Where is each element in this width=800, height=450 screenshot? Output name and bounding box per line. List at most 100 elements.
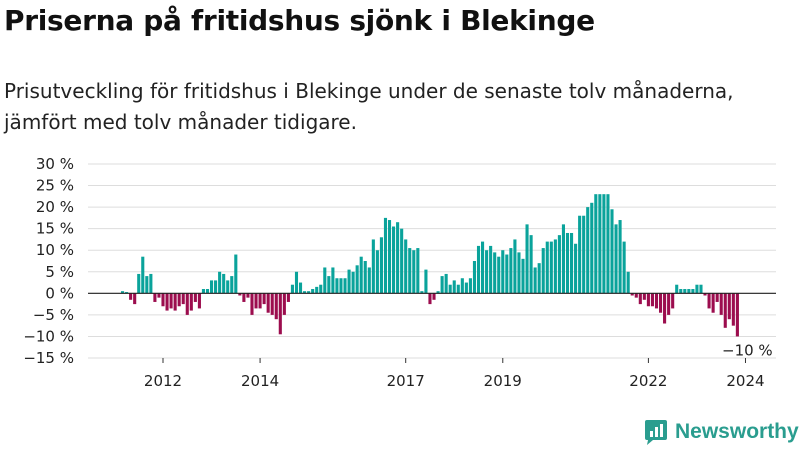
bar [266, 293, 270, 313]
bar [165, 293, 169, 311]
bar [250, 293, 254, 315]
bar [464, 282, 468, 294]
bar [436, 291, 440, 294]
bar [177, 293, 181, 307]
bar [598, 194, 602, 294]
bar [392, 226, 396, 294]
last-value-annotation: −10 % [722, 341, 773, 359]
bar [448, 284, 452, 294]
bar [298, 282, 303, 294]
bar [525, 224, 529, 294]
bar [383, 217, 388, 294]
bar [505, 254, 509, 294]
bar [149, 273, 153, 294]
bar [222, 273, 226, 294]
bar [735, 293, 739, 337]
bar [622, 241, 626, 294]
bar [133, 293, 137, 305]
bar [153, 293, 157, 302]
bar [719, 293, 723, 315]
bar [456, 284, 460, 294]
bar [270, 293, 274, 315]
bar [125, 292, 129, 294]
bar [181, 293, 185, 305]
bar [161, 293, 165, 307]
bar [331, 267, 335, 294]
bar [493, 252, 497, 294]
bar [594, 194, 598, 294]
bar [218, 271, 222, 294]
bar [626, 271, 630, 294]
bar [618, 220, 622, 294]
bar [137, 273, 141, 294]
bar [606, 194, 610, 294]
bar [121, 291, 125, 294]
bar [274, 293, 278, 320]
bar [230, 276, 234, 294]
y-tick-label: −15 % [23, 349, 74, 367]
bar [145, 276, 149, 294]
y-tick-label: 10 % [36, 241, 74, 259]
bar [472, 261, 477, 294]
bar [590, 202, 594, 294]
bar [420, 291, 424, 294]
y-tick-label: 30 % [36, 155, 74, 173]
x-tick-label: 2017 [387, 372, 425, 390]
bar [412, 250, 416, 294]
bar [404, 239, 408, 294]
bar [501, 250, 505, 294]
bar [695, 284, 699, 294]
bar [545, 241, 549, 294]
bar [578, 215, 582, 294]
bar [529, 235, 533, 294]
newsworthy-logo-icon [645, 420, 667, 445]
bar [214, 280, 218, 294]
bar [679, 289, 683, 294]
x-tick-label: 2019 [484, 372, 522, 390]
bar [582, 215, 586, 294]
chart-subtitle: Prisutveckling för fritidshus i Blekinge… [4, 79, 734, 134]
bar [460, 278, 464, 294]
bar [294, 271, 299, 294]
bar [205, 289, 210, 294]
bar [565, 232, 570, 294]
bar [602, 194, 606, 294]
bar [173, 293, 177, 311]
bar [359, 256, 363, 294]
bar [416, 248, 420, 294]
y-tick-label: 5 % [45, 263, 74, 281]
newsworthy-logo: Newsworthy [643, 418, 799, 446]
y-tick-label: 0 % [45, 284, 74, 302]
bar [557, 235, 561, 294]
bar [371, 239, 375, 294]
y-tick-label: −10 % [23, 327, 74, 345]
bar [157, 293, 161, 298]
bar [262, 293, 266, 305]
bar [650, 293, 654, 307]
bar [290, 284, 294, 294]
bar [347, 269, 351, 294]
chart-title: Priserna på fritidshus sjönk i Blekinge [4, 4, 595, 37]
bar [715, 293, 719, 302]
bar [468, 278, 472, 294]
bar [671, 293, 675, 309]
bar [485, 250, 489, 294]
bar [424, 269, 428, 294]
bar [129, 293, 133, 300]
bar [141, 256, 145, 294]
bar [452, 280, 456, 294]
bar [400, 228, 404, 294]
bar [226, 280, 230, 294]
bar [254, 293, 258, 309]
y-axis-ticks: 30 % 25 % 20 % 15 % 10 % 5 % 0 % −5 % −10 % −15 % [23, 155, 74, 367]
bar [541, 248, 545, 294]
bar [476, 245, 481, 294]
bar [242, 293, 246, 302]
bar [363, 261, 367, 294]
bar [327, 276, 331, 294]
bar [658, 293, 663, 313]
bar [727, 293, 731, 320]
bar [278, 293, 282, 335]
bar [699, 284, 703, 294]
bar [343, 278, 347, 294]
